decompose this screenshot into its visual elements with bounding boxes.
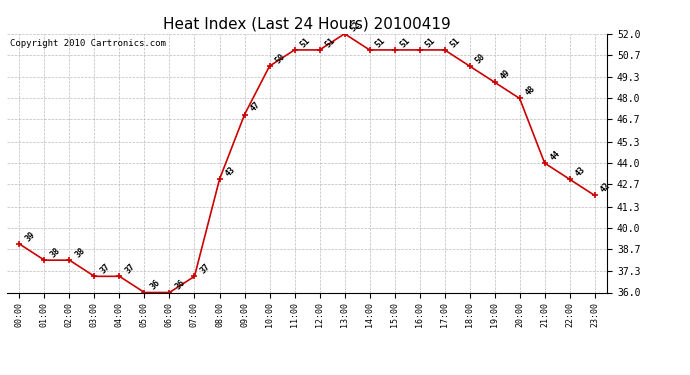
Text: 37: 37 xyxy=(124,262,137,276)
Text: 38: 38 xyxy=(74,246,87,259)
Text: 50: 50 xyxy=(274,52,287,65)
Text: 51: 51 xyxy=(374,36,387,49)
Text: 36: 36 xyxy=(174,278,187,292)
Text: 51: 51 xyxy=(299,36,312,49)
Text: 38: 38 xyxy=(48,246,62,259)
Text: 49: 49 xyxy=(499,68,512,81)
Text: 51: 51 xyxy=(448,36,462,49)
Text: 48: 48 xyxy=(524,84,538,98)
Text: 37: 37 xyxy=(99,262,112,276)
Text: 51: 51 xyxy=(399,36,412,49)
Text: 51: 51 xyxy=(424,36,437,49)
Text: 43: 43 xyxy=(224,165,237,178)
Title: Heat Index (Last 24 Hours) 20100419: Heat Index (Last 24 Hours) 20100419 xyxy=(163,16,451,31)
Text: 37: 37 xyxy=(199,262,212,276)
Text: Copyright 2010 Cartronics.com: Copyright 2010 Cartronics.com xyxy=(10,39,166,48)
Text: 47: 47 xyxy=(248,100,262,114)
Text: 50: 50 xyxy=(474,52,487,65)
Text: 44: 44 xyxy=(549,149,562,162)
Text: 39: 39 xyxy=(23,230,37,243)
Text: 52: 52 xyxy=(348,20,362,33)
Text: 36: 36 xyxy=(148,278,162,292)
Text: 42: 42 xyxy=(599,181,612,195)
Text: 51: 51 xyxy=(324,36,337,49)
Text: 43: 43 xyxy=(574,165,587,178)
